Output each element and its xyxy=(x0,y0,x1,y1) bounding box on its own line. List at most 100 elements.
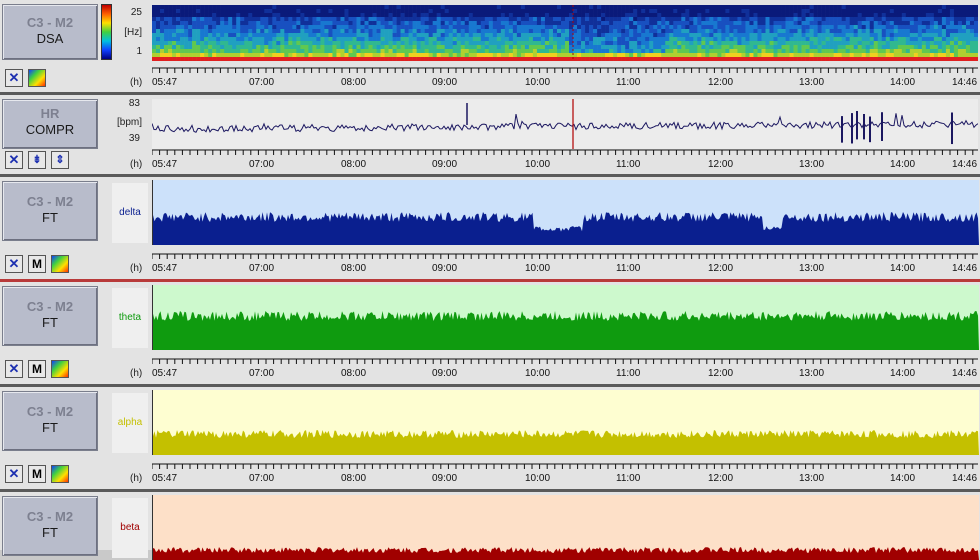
channel-label: C3 - M2 xyxy=(26,299,74,314)
channel-button-theta[interactable]: C3 - M2 FT xyxy=(2,286,98,346)
axis-ticks xyxy=(152,67,978,73)
time-tick-label: 10:00 xyxy=(525,77,551,88)
delta-panel: C3 - M2 FT delta ✕ M (h) 05:47 07:00 08:00 0… xyxy=(0,174,980,279)
time-tick-label: 11:00 xyxy=(616,159,641,170)
time-tick-label: 05:47 xyxy=(152,368,178,379)
time-tick-label: 10:00 xyxy=(525,368,551,379)
time-tick-label: 10:00 xyxy=(525,159,551,170)
m-button[interactable]: M xyxy=(28,255,46,273)
band-label: beta xyxy=(112,498,148,558)
time-tick-label: 12:00 xyxy=(708,368,734,379)
channel-button-beta[interactable]: C3 - M2 FT xyxy=(2,496,98,556)
scale-down-icon[interactable]: ⇟ xyxy=(28,151,46,169)
close-icon[interactable]: ✕ xyxy=(5,69,23,87)
band-label: alpha xyxy=(112,393,148,453)
time-tick-label: 14:00 xyxy=(890,368,916,379)
y-tick-top: 83 xyxy=(128,98,140,109)
hr-panel: HR COMPR 83 [bpm] 39 ✕ ⇟ ⇕ (h) 05:47 07:0… xyxy=(0,92,980,174)
time-tick-label: 08:00 xyxy=(341,159,367,170)
time-tick-label: 05:47 xyxy=(152,159,178,170)
channel-button-dsa[interactable]: C3 - M2 DSA xyxy=(2,4,98,60)
time-tick-label: 14:00 xyxy=(890,263,916,274)
time-tick-label: 05:47 xyxy=(152,473,178,484)
channel-label: C3 - M2 xyxy=(26,404,74,419)
time-tick-label: 14:00 xyxy=(890,473,916,484)
m-button[interactable]: M xyxy=(28,360,46,378)
m-button[interactable]: M xyxy=(28,465,46,483)
time-unit-label: (h) xyxy=(130,77,143,88)
view-type-label: COMPR xyxy=(25,122,75,137)
close-icon[interactable]: ✕ xyxy=(5,255,23,273)
time-tick-label: 11:00 xyxy=(616,77,641,88)
time-tick-label: 14:46 xyxy=(952,368,978,379)
view-type-label: FT xyxy=(42,315,58,330)
time-tick-label: 11:00 xyxy=(616,263,641,274)
time-tick-label: 07:00 xyxy=(249,263,275,274)
time-unit-label: (h) xyxy=(130,159,143,170)
time-tick-label: 09:00 xyxy=(432,368,458,379)
time-tick-label: 08:00 xyxy=(341,368,367,379)
channel-button-hr[interactable]: HR COMPR xyxy=(2,99,98,149)
view-type-label: FT xyxy=(42,210,58,225)
time-tick-label: 12:00 xyxy=(708,159,734,170)
palette-icon[interactable] xyxy=(51,255,69,273)
axis-ticks xyxy=(152,149,978,155)
y-tick-bottom: 1 xyxy=(136,46,142,57)
channel-label: C3 - M2 xyxy=(26,509,74,524)
beta-power-trace[interactable] xyxy=(152,495,979,560)
close-icon[interactable]: ✕ xyxy=(5,151,23,169)
time-tick-label: 05:47 xyxy=(152,263,178,274)
time-tick-label: 07:00 xyxy=(249,77,275,88)
axis-ticks xyxy=(152,358,978,364)
time-tick-label: 09:00 xyxy=(432,263,458,274)
y-unit: [Hz] xyxy=(124,27,142,38)
axis-ticks xyxy=(152,463,978,469)
theta-panel: C3 - M2 FT theta ✕ M (h) 05:47 07:00 08:00 0… xyxy=(0,279,980,384)
time-tick-label: 08:00 xyxy=(341,77,367,88)
axis-ticks xyxy=(152,253,978,259)
time-tick-label: 13:00 xyxy=(799,159,825,170)
delta-power-trace[interactable] xyxy=(152,180,979,245)
theta-power-trace[interactable] xyxy=(152,285,979,350)
close-icon[interactable]: ✕ xyxy=(5,360,23,378)
time-tick-label: 12:00 xyxy=(708,77,734,88)
time-tick-label: 14:46 xyxy=(952,159,978,170)
channel-button-alpha[interactable]: C3 - M2 FT xyxy=(2,391,98,451)
band-label: theta xyxy=(112,288,148,348)
time-tick-label: 14:46 xyxy=(952,473,978,484)
color-scale-legend xyxy=(101,4,112,60)
time-unit-label: (h) xyxy=(130,368,143,379)
time-tick-label: 14:00 xyxy=(890,159,916,170)
alpha-panel: C3 - M2 FT alpha ✕ M (h) 05:47 07:00 08:00 0… xyxy=(0,384,980,489)
beta-panel: C3 - M2 FT beta xyxy=(0,489,980,560)
time-tick-label: 08:00 xyxy=(341,473,367,484)
time-tick-label: 07:00 xyxy=(249,368,275,379)
alpha-power-trace[interactable] xyxy=(152,390,979,455)
y-unit: [bpm] xyxy=(116,117,142,128)
time-unit-label: (h) xyxy=(130,473,143,484)
dsa-spectrogram[interactable] xyxy=(152,5,978,61)
time-tick-label: 07:00 xyxy=(249,473,275,484)
time-tick-label: 11:00 xyxy=(616,368,641,379)
time-tick-label: 12:00 xyxy=(708,263,734,274)
channel-label: C3 - M2 xyxy=(26,15,74,30)
time-tick-label: 10:00 xyxy=(525,473,551,484)
close-icon[interactable]: ✕ xyxy=(5,465,23,483)
time-tick-label: 13:00 xyxy=(799,77,825,88)
time-tick-label: 12:00 xyxy=(708,473,734,484)
scale-up-icon[interactable]: ⇕ xyxy=(51,151,69,169)
palette-icon[interactable] xyxy=(51,465,69,483)
hr-trace[interactable] xyxy=(152,99,978,149)
time-axis: 05:47 07:00 08:00 09:00 10:00 11:00 12:00 13:00… xyxy=(152,66,978,92)
palette-icon[interactable] xyxy=(51,360,69,378)
view-type-label: FT xyxy=(42,420,58,435)
channel-button-delta[interactable]: C3 - M2 FT xyxy=(2,181,98,241)
time-tick-label: 13:00 xyxy=(799,368,825,379)
y-tick-bottom: 39 xyxy=(128,133,140,144)
time-axis: 05:47 07:00 08:00 09:00 10:00 11:00 12:00 13:00… xyxy=(152,357,978,383)
time-axis: 05:47 07:00 08:00 09:00 10:00 11:00 12:00 13:00… xyxy=(152,148,978,174)
time-unit-label: (h) xyxy=(130,263,143,274)
palette-icon[interactable] xyxy=(28,69,46,87)
channel-label: HR xyxy=(40,106,60,121)
time-tick-label: 09:00 xyxy=(432,473,458,484)
